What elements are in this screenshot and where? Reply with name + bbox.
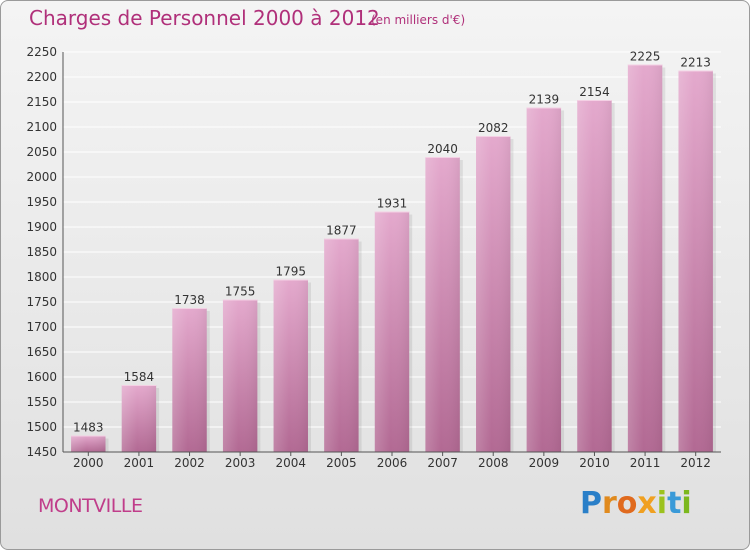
logo-letter: r	[602, 486, 617, 521]
x-tick-label: 2008	[478, 456, 509, 470]
x-tick-label: 2011	[630, 456, 661, 470]
y-tick-label: 1500	[26, 420, 57, 434]
bar-sheen	[121, 385, 157, 452]
logo-letter: i	[656, 486, 668, 521]
y-tick-label: 1750	[26, 295, 57, 309]
y-tick-label: 2100	[26, 120, 57, 134]
chart-subtitle: (en milliers d'€)	[371, 13, 466, 27]
logo-letter: x	[637, 486, 657, 521]
bar-sheen	[172, 308, 207, 452]
bar-sheen	[374, 211, 410, 452]
x-tick-label: 2005	[326, 456, 357, 470]
y-tick-label: 1450	[26, 445, 57, 459]
y-tick-label: 1650	[26, 345, 57, 359]
x-tick-label: 2010	[579, 456, 610, 470]
x-tick-label: 2002	[174, 456, 205, 470]
proxiti-logo[interactable]: Proxiti	[580, 486, 692, 521]
data-label: 2154	[579, 85, 610, 99]
data-label: 1483	[73, 421, 104, 435]
bar-sheen	[526, 107, 562, 452]
x-tick-label: 2009	[529, 456, 560, 470]
bar-sheen	[273, 279, 308, 452]
bar-sheen	[476, 136, 511, 452]
chart-title: Charges de Personnel 2000 à 2012	[29, 6, 380, 30]
y-tick-label: 2150	[26, 95, 57, 109]
data-label: 2040	[427, 142, 458, 156]
data-label: 1795	[275, 265, 306, 279]
commune-name: MONTVILLE	[38, 495, 143, 517]
bar-sheen	[71, 435, 106, 452]
logo-letter: i	[681, 486, 692, 521]
y-tick-label: 1950	[26, 195, 57, 209]
y-tick-label: 2200	[26, 70, 57, 84]
x-tick-label: 2006	[377, 456, 408, 470]
data-label: 2139	[529, 93, 560, 107]
logo-letter: P	[580, 486, 602, 521]
data-label: 1755	[225, 285, 256, 299]
bar-sheen	[425, 157, 460, 452]
y-tick-label: 1700	[26, 320, 57, 334]
data-label: 1931	[377, 197, 408, 211]
x-tick-label: 2003	[225, 456, 256, 470]
data-label: 2225	[630, 50, 661, 64]
bar-sheen	[222, 299, 258, 452]
x-tick-label: 2007	[427, 456, 458, 470]
y-tick-label: 1900	[26, 220, 57, 234]
logo-letter: t	[667, 486, 682, 521]
data-label: 1738	[174, 293, 205, 307]
logo-letter: o	[616, 486, 638, 521]
y-tick-label: 2000	[26, 170, 57, 184]
y-tick-label: 1850	[26, 245, 57, 259]
x-tick-label: 2000	[73, 456, 104, 470]
y-tick-label: 1600	[26, 370, 57, 384]
bar-sheen	[324, 238, 359, 452]
data-label: 2213	[680, 56, 711, 70]
y-tick-label: 2250	[26, 45, 57, 59]
data-label: 1584	[124, 370, 155, 384]
y-tick-label: 1800	[26, 270, 57, 284]
bar-sheen	[577, 100, 612, 452]
data-label: 1877	[326, 224, 357, 238]
bar-sheen	[678, 70, 713, 452]
y-tick-label: 2050	[26, 145, 57, 159]
y-tick-label: 1550	[26, 395, 57, 409]
data-label: 2082	[478, 121, 509, 135]
x-tick-label: 2012	[680, 456, 711, 470]
x-tick-label: 2004	[275, 456, 306, 470]
x-tick-label: 2001	[124, 456, 155, 470]
bar-sheen	[627, 64, 663, 452]
